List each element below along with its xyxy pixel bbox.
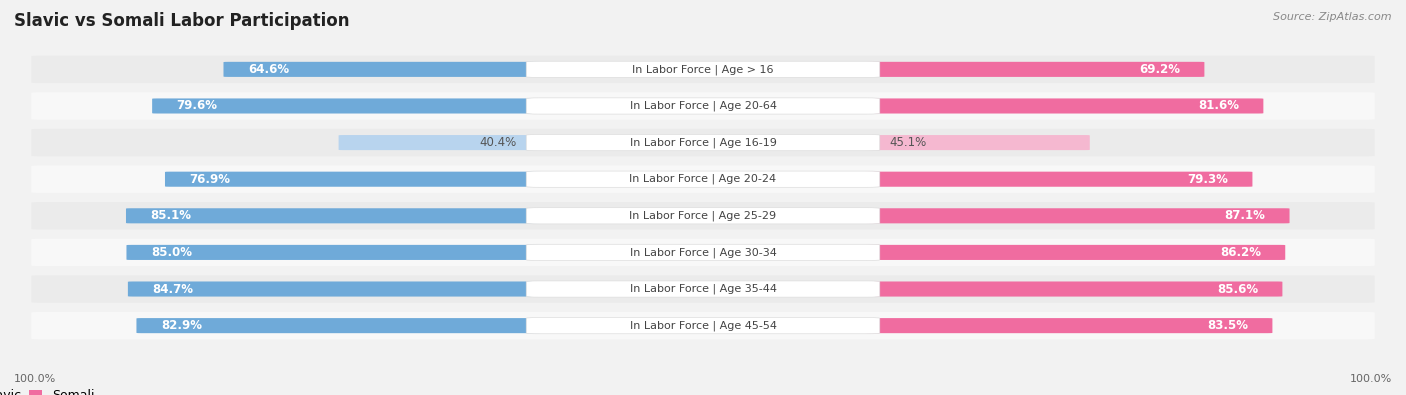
Text: 85.1%: 85.1% xyxy=(150,209,191,222)
Text: 87.1%: 87.1% xyxy=(1225,209,1265,222)
Legend: Slavic, Somali: Slavic, Somali xyxy=(0,384,100,395)
FancyBboxPatch shape xyxy=(865,135,1090,150)
Text: In Labor Force | Age 35-44: In Labor Force | Age 35-44 xyxy=(630,284,776,294)
FancyBboxPatch shape xyxy=(865,98,1264,113)
Text: 100.0%: 100.0% xyxy=(1350,374,1392,384)
FancyBboxPatch shape xyxy=(526,171,880,187)
FancyBboxPatch shape xyxy=(31,129,1375,156)
Text: 40.4%: 40.4% xyxy=(479,136,516,149)
FancyBboxPatch shape xyxy=(865,208,1289,223)
Text: 76.9%: 76.9% xyxy=(190,173,231,186)
FancyBboxPatch shape xyxy=(31,92,1375,120)
Text: 85.6%: 85.6% xyxy=(1216,282,1258,295)
Text: In Labor Force | Age 30-34: In Labor Force | Age 30-34 xyxy=(630,247,776,258)
Text: 85.0%: 85.0% xyxy=(150,246,191,259)
FancyBboxPatch shape xyxy=(865,245,1285,260)
Text: 83.5%: 83.5% xyxy=(1206,319,1249,332)
FancyBboxPatch shape xyxy=(127,208,541,223)
FancyBboxPatch shape xyxy=(31,239,1375,266)
FancyBboxPatch shape xyxy=(526,98,880,114)
FancyBboxPatch shape xyxy=(526,318,880,334)
Text: 45.1%: 45.1% xyxy=(890,136,927,149)
Text: 81.6%: 81.6% xyxy=(1198,100,1239,113)
Text: 84.7%: 84.7% xyxy=(152,282,193,295)
Text: 86.2%: 86.2% xyxy=(1220,246,1261,259)
Text: 82.9%: 82.9% xyxy=(160,319,202,332)
Text: 79.3%: 79.3% xyxy=(1187,173,1227,186)
FancyBboxPatch shape xyxy=(128,282,541,297)
FancyBboxPatch shape xyxy=(526,134,880,151)
FancyBboxPatch shape xyxy=(152,98,541,113)
Text: 79.6%: 79.6% xyxy=(177,100,218,113)
Text: 64.6%: 64.6% xyxy=(247,63,290,76)
Text: In Labor Force | Age > 16: In Labor Force | Age > 16 xyxy=(633,64,773,75)
FancyBboxPatch shape xyxy=(165,172,541,187)
FancyBboxPatch shape xyxy=(526,244,880,261)
FancyBboxPatch shape xyxy=(31,166,1375,193)
FancyBboxPatch shape xyxy=(865,318,1272,333)
FancyBboxPatch shape xyxy=(31,56,1375,83)
FancyBboxPatch shape xyxy=(526,61,880,77)
FancyBboxPatch shape xyxy=(526,281,880,297)
Text: 100.0%: 100.0% xyxy=(14,374,56,384)
FancyBboxPatch shape xyxy=(224,62,541,77)
FancyBboxPatch shape xyxy=(127,245,541,260)
Text: In Labor Force | Age 20-64: In Labor Force | Age 20-64 xyxy=(630,101,776,111)
FancyBboxPatch shape xyxy=(865,172,1253,187)
Text: In Labor Force | Age 25-29: In Labor Force | Age 25-29 xyxy=(630,211,776,221)
FancyBboxPatch shape xyxy=(31,275,1375,303)
FancyBboxPatch shape xyxy=(31,312,1375,339)
Text: Slavic vs Somali Labor Participation: Slavic vs Somali Labor Participation xyxy=(14,12,350,30)
FancyBboxPatch shape xyxy=(526,208,880,224)
FancyBboxPatch shape xyxy=(865,62,1205,77)
Text: In Labor Force | Age 16-19: In Labor Force | Age 16-19 xyxy=(630,137,776,148)
FancyBboxPatch shape xyxy=(339,135,541,150)
Text: 69.2%: 69.2% xyxy=(1139,63,1180,76)
Text: In Labor Force | Age 20-24: In Labor Force | Age 20-24 xyxy=(630,174,776,184)
FancyBboxPatch shape xyxy=(31,202,1375,229)
Text: In Labor Force | Age 45-54: In Labor Force | Age 45-54 xyxy=(630,320,776,331)
FancyBboxPatch shape xyxy=(136,318,541,333)
FancyBboxPatch shape xyxy=(865,282,1282,297)
Text: Source: ZipAtlas.com: Source: ZipAtlas.com xyxy=(1274,12,1392,22)
